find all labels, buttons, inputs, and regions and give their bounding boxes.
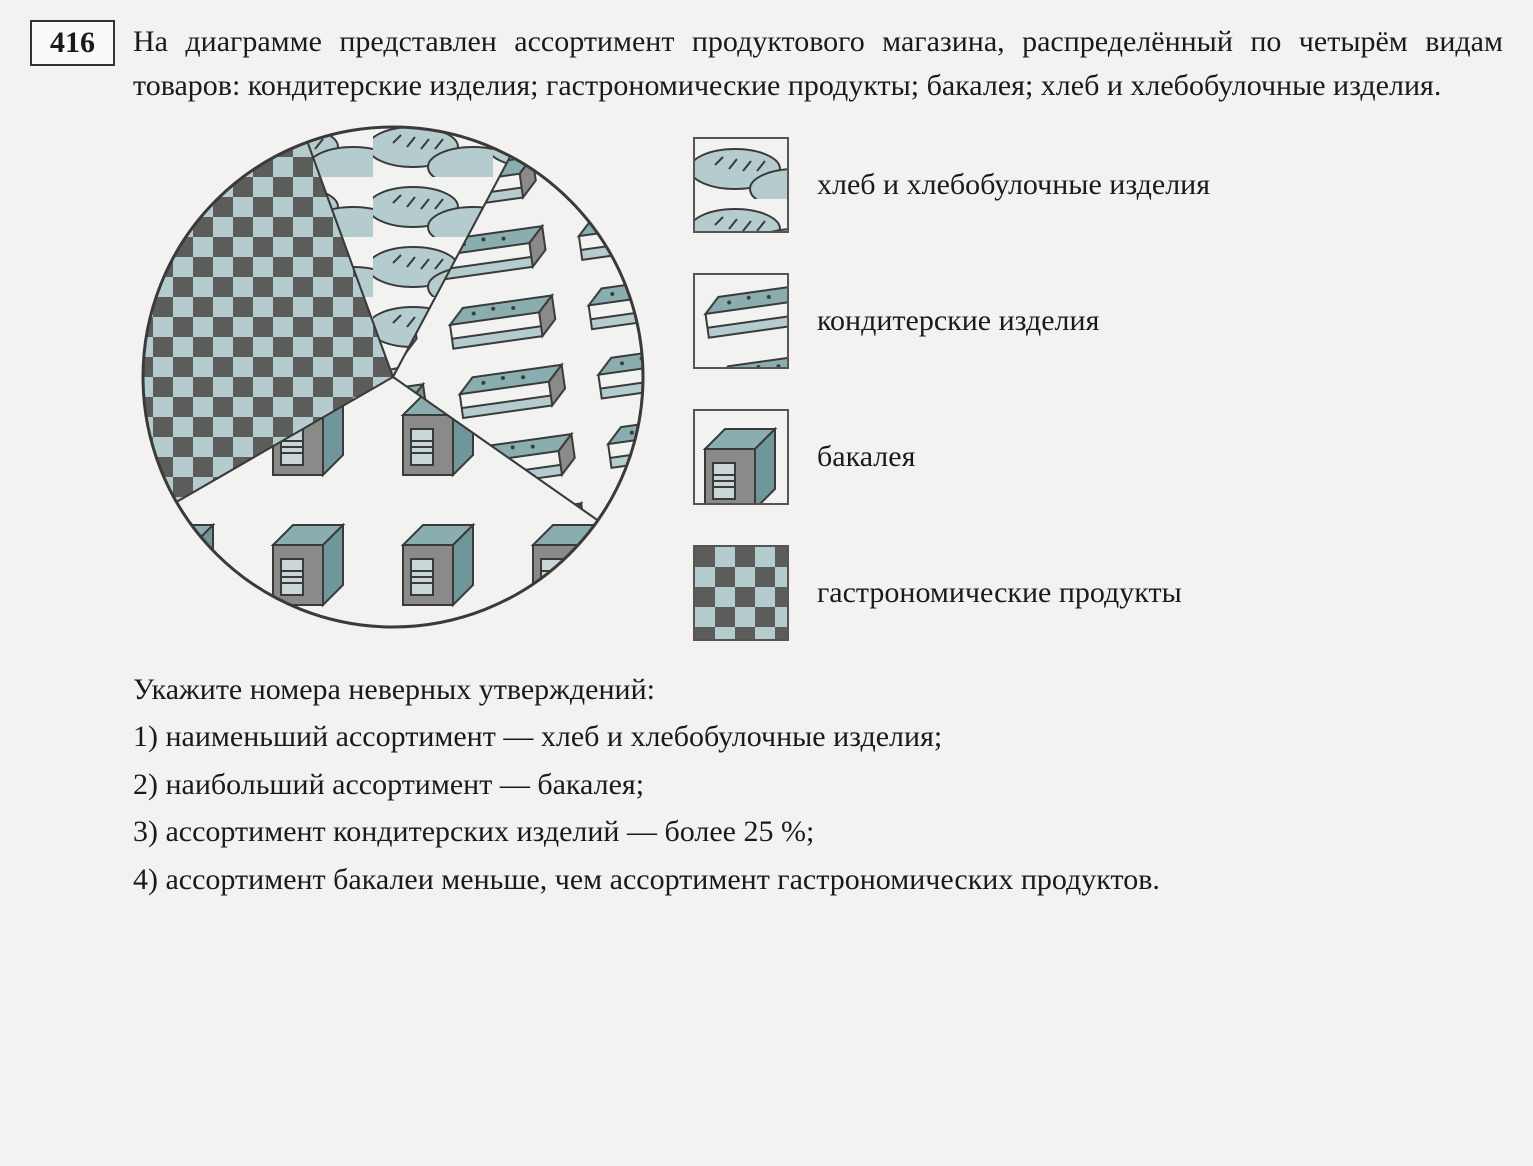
legend-row-bread: хлеб и хлебобулочные изделия <box>693 137 1210 233</box>
pie-chart <box>133 117 653 650</box>
swatch-grocery <box>693 409 789 505</box>
statements: Укажите номера неверных утверждений: 1) … <box>133 668 1503 902</box>
statement-2: 2) наибольший ассортимент — бакалея; <box>133 763 1503 807</box>
swatch-confectionery <box>693 273 789 369</box>
prompt-line: Укажите номера неверных утверждений: <box>133 668 1503 712</box>
legend-label-gastronomy: гастрономические продукты <box>817 571 1182 615</box>
legend-row-grocery: бакалея <box>693 409 1210 505</box>
swatch-gastronomy <box>693 545 789 641</box>
legend-row-confectionery: кондитерские изделия <box>693 273 1210 369</box>
legend-row-gastronomy: гастрономические продукты <box>693 545 1210 641</box>
statement-1: 1) наименьший ассортимент — хлеб и хлебо… <box>133 715 1503 759</box>
statement-3: 3) ассортимент кондитерских изделий — бо… <box>133 810 1503 854</box>
statement-4: 4) ассортимент бакалеи меньше, чем ассор… <box>133 858 1503 902</box>
problem-block: 416 На диаграмме представлен ассортимент… <box>30 20 1503 905</box>
figure-row: хлеб и хлебобулочные изделия кондитерски… <box>133 117 1503 650</box>
problem-number: 416 <box>30 20 115 66</box>
swatch-bread <box>693 137 789 233</box>
legend-label-grocery: бакалея <box>817 435 915 479</box>
pie-svg <box>133 117 653 637</box>
legend-label-bread: хлеб и хлебобулочные изделия <box>817 163 1210 207</box>
problem-body: На диаграмме представлен ассортимент про… <box>133 20 1503 905</box>
legend-label-confectionery: кондитерские изделия <box>817 299 1099 343</box>
legend: хлеб и хлебобулочные изделия кондитерски… <box>693 117 1210 641</box>
problem-intro: На диаграмме представлен ассортимент про… <box>133 20 1503 107</box>
